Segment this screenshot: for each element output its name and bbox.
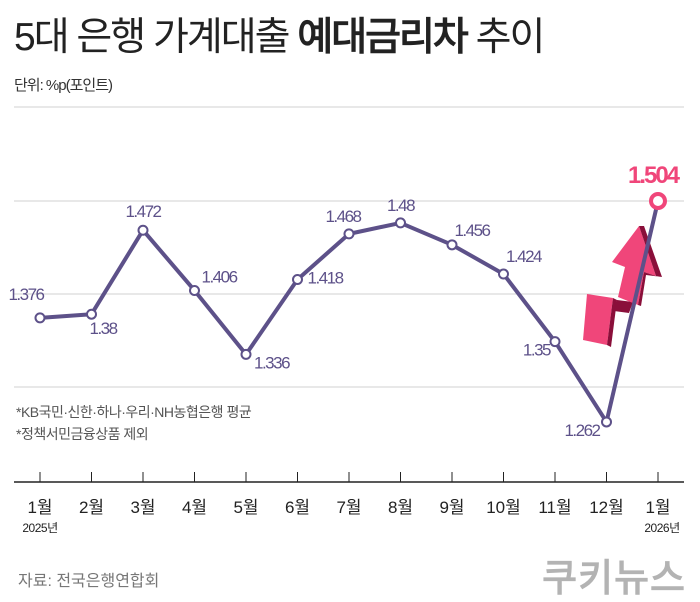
highlight-point: [649, 192, 667, 210]
title-emphasis: 예대금리차: [297, 16, 468, 59]
data-point: [137, 224, 149, 236]
data-point: [292, 274, 303, 286]
data-label: 1.504: [628, 162, 681, 189]
unit-label: 단위: %p(포인트): [14, 77, 113, 94]
x-tick-label: 3월: [130, 498, 155, 517]
data-label: 1.472: [125, 202, 161, 221]
data-label: 1.468: [325, 207, 361, 226]
x-tick-label: 9월: [439, 498, 464, 517]
data-point: [86, 308, 97, 320]
data-point: [395, 217, 406, 229]
x-tick-label: 6월: [285, 498, 310, 517]
arrow-head-side: [638, 272, 662, 306]
data-point: [601, 416, 612, 428]
series-line: [34, 192, 667, 428]
arrow-tip-side: [639, 226, 662, 277]
source-label: 자료: 전국은행연합회: [18, 573, 160, 590]
x-tick-label: 11월: [538, 498, 571, 517]
note-exclusion: *정책서민금융상품 제외: [16, 426, 149, 442]
title-suffix: 추이: [466, 16, 546, 59]
data-point: [189, 284, 200, 296]
chart-title: 5대 은행 가계대출 예대금리차 추이: [14, 16, 546, 59]
title-prefix: 5대 은행 가계대출: [14, 16, 298, 59]
x-tick-label: 12월: [589, 498, 624, 517]
data-label: 1.35: [523, 341, 551, 360]
data-point: [446, 239, 458, 251]
data-label: 1.48: [387, 196, 415, 215]
arrow-head: [612, 226, 656, 305]
data-label: 1.418: [308, 269, 344, 288]
data-label: 1.456: [454, 221, 490, 240]
data-label: 1.424: [506, 247, 542, 266]
x-tick-label: 7월: [336, 498, 361, 517]
data-point: [240, 348, 252, 360]
arrow-block: [583, 294, 613, 345]
x-tick-label: 1월: [645, 498, 670, 517]
x-tick-label: 8월: [388, 498, 413, 517]
data-label: 1.262: [564, 421, 600, 440]
x-tick-label: 4월: [182, 498, 207, 517]
data-point: [549, 336, 561, 348]
data-point: [34, 312, 46, 324]
data-label: 1.406: [202, 267, 238, 286]
up-arrow-icon: [583, 226, 662, 347]
publisher-logo: 쿠키뉴스: [542, 558, 686, 600]
gridlines: [14, 106, 684, 388]
data-point: [498, 268, 509, 280]
data-label: 1.38: [90, 319, 118, 338]
x-tick-label: 1월: [27, 498, 52, 517]
year-label: 2026년: [644, 521, 679, 535]
x-tick-label: 5월: [233, 498, 258, 517]
arrow-step: [614, 300, 633, 313]
year-label: 2025년: [22, 521, 57, 535]
x-tick-label: 2월: [79, 498, 104, 517]
x-tick-label: 10월: [486, 498, 521, 517]
data-label: 1.336: [254, 353, 290, 372]
data-point: [343, 228, 355, 240]
data-label: 1.376: [8, 285, 44, 304]
data-labels: 1.376 1.38 1.472 1.406 1.336 1.418 1.468 1.48 1.…: [8, 162, 682, 440]
x-axis: 1월 2025년 2월 3월 4월 5월 6월 7월 8월 9월 10월 11월 12월 1월 2026년: [14, 472, 684, 535]
note-banks: *KB국민·신한·하나·우리·NH농협은행 평균: [16, 404, 252, 420]
